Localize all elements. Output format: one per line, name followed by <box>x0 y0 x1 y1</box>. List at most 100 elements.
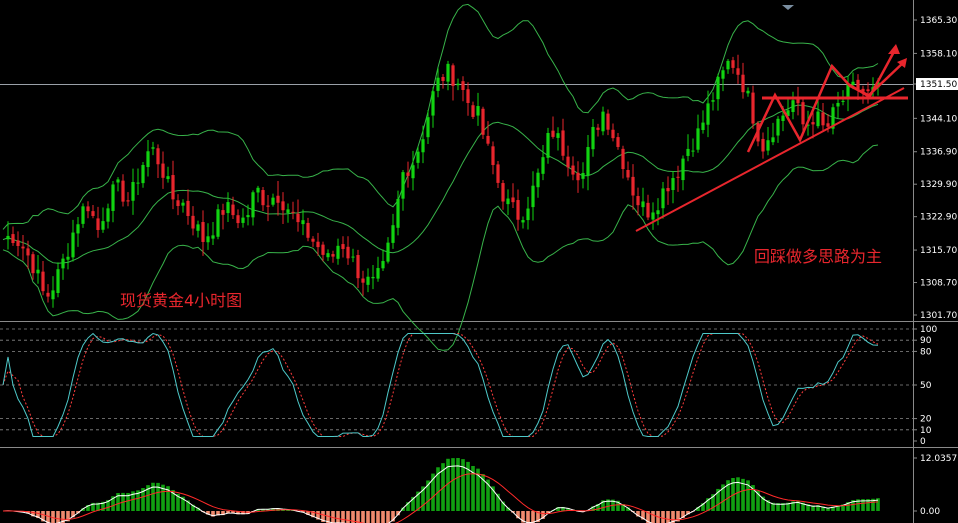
candle-body <box>656 210 660 215</box>
candle <box>606 109 610 136</box>
macd-bar <box>801 502 805 511</box>
candle <box>6 221 10 250</box>
macd-bar <box>196 507 200 511</box>
candle <box>296 199 300 232</box>
macd-bar <box>746 480 750 511</box>
candle <box>126 192 130 207</box>
price-tick-label: 1358.10 <box>920 49 957 59</box>
candle <box>816 99 820 129</box>
candle <box>11 226 15 246</box>
macd-bar <box>506 507 510 511</box>
candle-body <box>66 256 70 260</box>
candle-body <box>496 164 500 183</box>
macd-bar <box>391 511 395 522</box>
candle-body <box>256 187 260 193</box>
macd-bar <box>231 511 235 514</box>
candle <box>356 249 360 288</box>
candle-body <box>216 209 220 237</box>
macd-bar <box>266 509 270 511</box>
macd-bar <box>206 511 210 515</box>
candle-body <box>96 218 100 231</box>
candle <box>36 254 40 284</box>
macd-bar <box>726 480 730 511</box>
candle <box>101 207 105 233</box>
macd-bar <box>676 511 680 522</box>
candle-body <box>631 176 635 196</box>
macd-bar <box>521 511 525 523</box>
candle-body <box>221 210 225 215</box>
candle-body <box>611 129 615 139</box>
candle-body <box>846 84 850 99</box>
macd-bar <box>446 458 450 511</box>
candle-body <box>416 151 420 163</box>
candle <box>331 250 335 263</box>
macd-bar <box>831 506 835 511</box>
macd-bar <box>701 503 705 511</box>
candle-body <box>21 246 25 249</box>
macd-bar <box>36 511 40 519</box>
macd-bar <box>426 480 430 511</box>
candle <box>111 180 115 223</box>
candle <box>741 62 745 99</box>
candle-body <box>616 137 620 147</box>
candle-body <box>346 246 350 259</box>
candle-body <box>466 89 470 103</box>
stoch-tick-label: 90 <box>920 336 932 346</box>
candle-body <box>666 188 670 192</box>
candle-body <box>621 148 625 170</box>
candle-body <box>291 211 295 213</box>
macd-bar <box>436 467 440 511</box>
candle <box>276 180 280 216</box>
candle <box>391 213 395 249</box>
candle-body <box>326 253 330 258</box>
candle <box>861 85 865 104</box>
candle <box>41 260 45 296</box>
candle-body <box>366 276 370 285</box>
candle-body <box>251 192 255 218</box>
macd-bar <box>396 511 400 516</box>
candle <box>476 92 480 126</box>
candle-body <box>681 158 685 181</box>
candle <box>116 177 120 192</box>
macd-bar <box>361 511 365 523</box>
candle <box>866 82 870 104</box>
candle-body <box>206 236 210 243</box>
macd-bar <box>316 511 320 520</box>
macd-bar <box>341 511 345 523</box>
macd-bar <box>846 502 850 511</box>
candle-body <box>606 113 610 130</box>
candle-body <box>131 182 135 201</box>
trend-annotations <box>635 44 908 232</box>
macd-bar <box>376 511 380 523</box>
candle-body <box>711 100 715 102</box>
macd-bar <box>346 511 350 523</box>
macd-bar <box>351 511 355 523</box>
candle <box>106 203 110 229</box>
macd-bar <box>476 468 480 511</box>
candle-body <box>41 271 45 292</box>
price-tick-label: 1315.70 <box>920 246 957 256</box>
candle <box>91 204 95 219</box>
candle-body <box>91 211 95 216</box>
candle-body <box>46 292 50 297</box>
candle-body <box>706 103 710 125</box>
scroll-marker-icon[interactable] <box>782 5 794 10</box>
candle <box>266 195 270 222</box>
candle-body <box>701 122 705 130</box>
candle <box>501 179 505 210</box>
candle <box>576 161 580 193</box>
macd-bar <box>531 511 535 523</box>
candle <box>766 127 770 156</box>
candle-body <box>231 204 235 216</box>
candle <box>81 203 85 228</box>
candle <box>406 161 410 188</box>
candle <box>71 219 75 262</box>
macd-bar <box>776 503 780 511</box>
price-tick-label: 1301.70 <box>920 311 957 321</box>
candle-body <box>106 208 110 222</box>
stoch-tick-label: 20 <box>920 415 932 425</box>
macd-bar <box>841 504 845 511</box>
candle <box>801 99 805 136</box>
macd-bar <box>356 511 360 523</box>
